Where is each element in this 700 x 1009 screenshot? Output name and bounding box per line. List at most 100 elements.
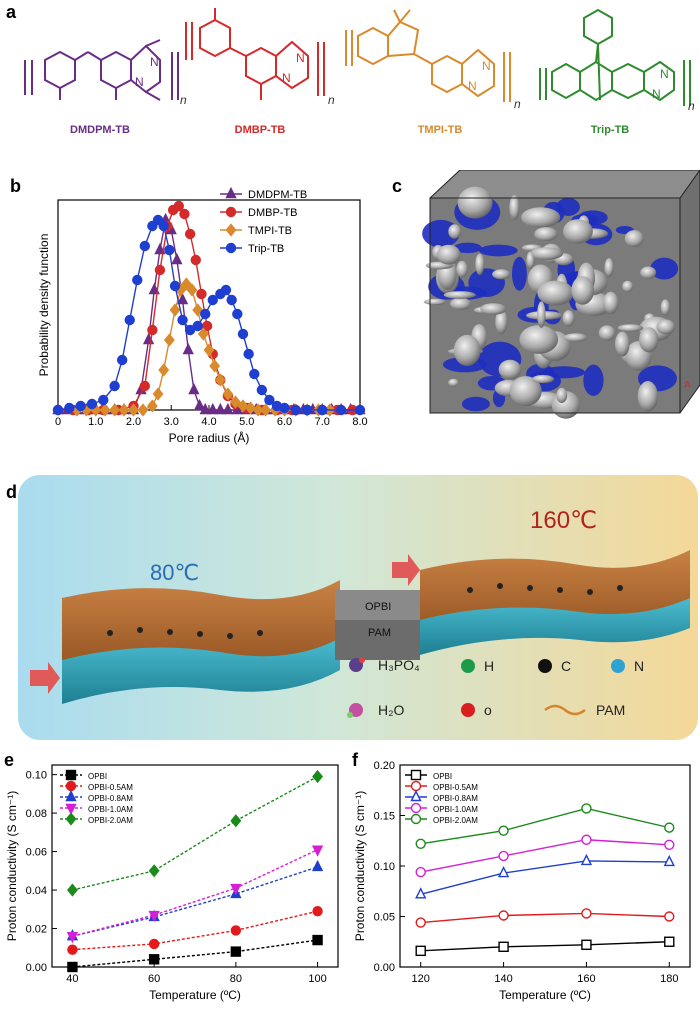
y-axis-label: Proton conductivity (S cm⁻¹) [5, 791, 19, 941]
legend-label: OPBI-1.0AM [433, 805, 478, 814]
molecule-dots [107, 583, 623, 639]
polymer-atom [530, 247, 564, 260]
pore-region [583, 364, 604, 396]
data-point [279, 402, 290, 414]
series-line [420, 860, 670, 895]
data-point [249, 368, 260, 380]
legend-h3po4: H₃PO₄ [378, 657, 420, 673]
y-tick-label: 0.10 [374, 861, 395, 873]
x-axis-label: Temperature (ºC) [499, 988, 591, 1002]
axis-label-a: A [684, 380, 691, 391]
data-point [169, 303, 181, 317]
y-tick-label: 0.10 [26, 770, 47, 782]
legend-label: DMDPM-TB [248, 189, 307, 201]
legend-marker [410, 780, 422, 792]
polymer-atom [475, 253, 485, 276]
hydrogen-icon [461, 659, 475, 673]
data-point [169, 280, 181, 292]
data-point [67, 883, 78, 897]
arrow-icon [392, 554, 420, 586]
temperature-low: 80℃ [150, 560, 199, 585]
polymer-atom [457, 186, 493, 219]
data-point [498, 850, 509, 862]
data-point [312, 934, 323, 946]
plot-frame [51, 764, 339, 968]
legend-label: OPBI [88, 772, 107, 781]
polymer-atom [598, 325, 616, 341]
molecule-label-tmpi: TMPI-TB [417, 124, 463, 136]
legend-n: N [634, 658, 644, 674]
x-tick-label: 40 [66, 973, 78, 985]
legend-marker [410, 769, 422, 781]
data-point [86, 398, 98, 410]
data-point [214, 373, 226, 387]
y-tick-label: 0.00 [374, 962, 395, 974]
series-line [72, 910, 318, 951]
polymer-atom [436, 244, 461, 265]
legend-marker [225, 186, 237, 199]
polymer-atom [604, 258, 614, 278]
data-point [252, 403, 264, 417]
data-point [148, 938, 160, 950]
subscript-n: n [688, 99, 695, 113]
data-point [99, 403, 111, 417]
legend-label: OPBI-0.8AM [88, 794, 133, 803]
data-point [147, 324, 158, 336]
schematic-legend: H₃PO₄ H₂O H C N o PAM [347, 657, 644, 718]
chart-conductivity-low-temp: 40 60 80 100 0.00 0.02 0.04 0.06 0.08 0.10 Tempera… [5, 764, 339, 1002]
data-point [664, 839, 675, 850]
layer-pam-label: PAM [368, 627, 391, 639]
polymer-atom [603, 291, 619, 315]
legend-label: OPBI-2.0AM [88, 816, 133, 825]
x-axis-label: Pore radius (Å) [169, 430, 250, 445]
data-point [139, 380, 151, 392]
legend-label: DMBP-TB [248, 207, 298, 219]
data-point [580, 853, 593, 866]
data-point [164, 244, 175, 256]
data-point [209, 359, 221, 373]
atom-n: N [150, 55, 159, 69]
x-axis-label: Temperature (ºC) [149, 988, 241, 1002]
data-point [188, 382, 200, 395]
data-point [182, 342, 194, 355]
y-tick-label: 0.05 [374, 912, 395, 924]
data-point [179, 208, 190, 220]
series-line [72, 849, 318, 937]
legend-marker [410, 789, 422, 802]
pore-region [511, 256, 527, 291]
data-point [137, 403, 149, 417]
atom-n: N [282, 71, 291, 85]
polymer-atom [443, 291, 476, 299]
atom-n: N [660, 67, 669, 81]
polymer-atom [640, 266, 657, 279]
data-point [139, 240, 151, 252]
panel-label-d: d [6, 482, 17, 502]
y-tick-label: 0.00 [26, 962, 47, 974]
data-point [154, 264, 166, 276]
data-point [163, 333, 175, 347]
legend-marker [225, 242, 237, 254]
y-tick-label: 0.08 [26, 808, 47, 820]
data-point [354, 404, 366, 416]
data-point [222, 387, 234, 401]
polymer-atom [656, 319, 676, 335]
polymer-atom [563, 219, 593, 244]
panel-label-a: a [6, 2, 17, 22]
polymer-atom [537, 280, 574, 306]
data-point [664, 911, 675, 922]
data-point [301, 404, 313, 416]
data-point [230, 814, 242, 828]
legend-label: OPBI-0.8AM [433, 794, 478, 803]
legend-label: TMPI-TB [248, 225, 292, 237]
data-point [230, 925, 242, 936]
data-point [226, 294, 237, 306]
panel-a-structures: N N n N N n N N n N [24, 8, 695, 113]
data-point [581, 834, 592, 845]
pore-region [461, 396, 490, 412]
legend-h: H [484, 658, 494, 674]
chart-pore-radius: 0 1.0 2.0 3.0 4.0 5.0 6.0 7.0 8.0 Pore radius (Å)… [37, 186, 368, 445]
legend-o: o [484, 702, 492, 718]
data-point [311, 859, 324, 872]
plot-frame [57, 199, 361, 411]
atom-n: N [296, 51, 305, 65]
